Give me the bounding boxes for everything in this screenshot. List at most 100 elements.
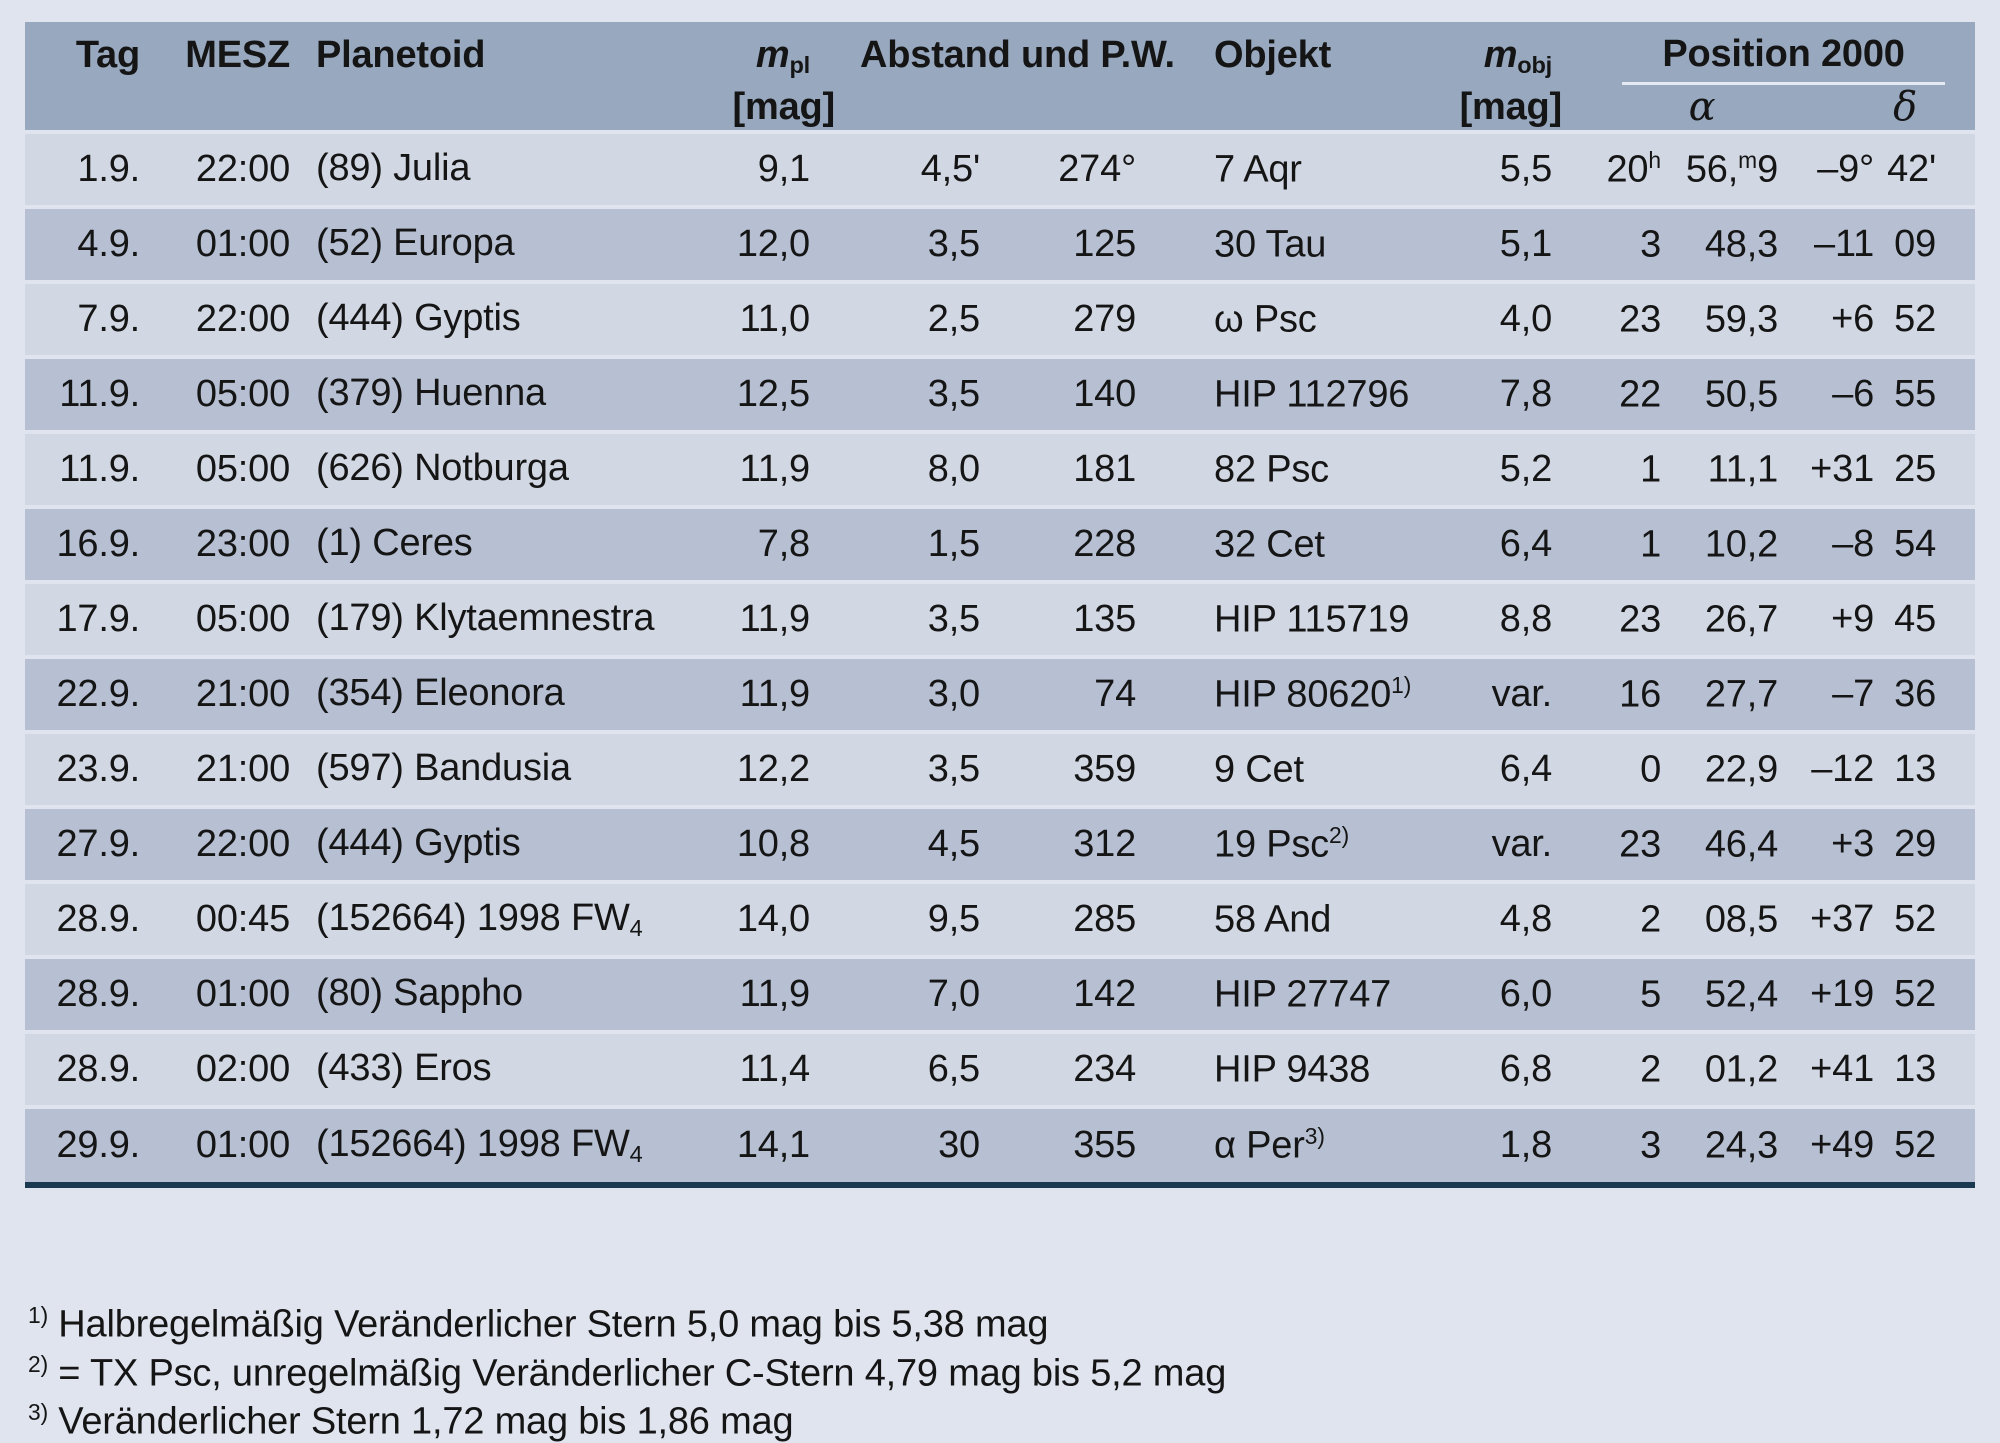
cell-mesz: 01:00 <box>140 205 290 282</box>
cell-mpl: 11,9 <box>715 955 810 1032</box>
cell-mpl: 11,4 <box>715 1030 810 1107</box>
cell-tag: 17.9. <box>25 580 140 657</box>
cell-mpl: 11,9 <box>715 655 810 732</box>
cell-planetoid: (152664) 1998 FW4 <box>290 880 715 957</box>
cell-pw: 140 <box>980 355 1136 432</box>
cell-tag: 27.9. <box>25 805 140 882</box>
cell-objekt: 30 Tau <box>1136 205 1456 282</box>
cell-dec: –11 09 <box>1778 205 1976 282</box>
cell-abstand: 3,5 <box>810 730 980 807</box>
cell-ra: 3 24,3 <box>1552 1105 1778 1182</box>
cell-mobj: 5,1 <box>1455 205 1552 282</box>
cell-abstand: 2,5 <box>810 280 980 357</box>
cell-dec: +3 29 <box>1778 805 1976 882</box>
header-planetoid: Planetoid <box>290 22 715 132</box>
cell-mesz: 00:45 <box>140 880 290 957</box>
footnote: 2) = TX Psc, unregelmäßig Veränderlicher … <box>28 1350 1227 1395</box>
cell-ra: 23 46,4 <box>1552 805 1778 882</box>
cell-objekt: HIP 27747 <box>1136 955 1456 1032</box>
cell-planetoid: (1) Ceres <box>290 505 715 582</box>
header-position-2000: Position 2000 α δ <box>1552 22 1976 132</box>
mobj-unit: [mag] <box>1459 85 1563 128</box>
cell-planetoid: (597) Bandusia <box>290 730 715 807</box>
cell-tag: 16.9. <box>25 505 140 582</box>
cell-mobj: 6,8 <box>1455 1030 1552 1107</box>
cell-dec: +9 45 <box>1778 580 1976 657</box>
header-delta: δ <box>1893 84 1918 130</box>
cell-mobj: 6,4 <box>1455 505 1552 582</box>
cell-pw: 234 <box>980 1030 1136 1107</box>
cell-tag: 28.9. <box>25 955 140 1032</box>
cell-pw: 355 <box>980 1105 1136 1182</box>
cell-dec: –7 36 <box>1778 655 1976 732</box>
cell-pw: 135 <box>980 580 1136 657</box>
cell-mesz: 01:00 <box>140 955 290 1032</box>
cell-tag: 23.9. <box>25 730 140 807</box>
cell-ra: 2 01,2 <box>1552 1030 1778 1107</box>
cell-objekt: α Per3) <box>1136 1105 1456 1182</box>
cell-dec: +37 52 <box>1778 880 1976 957</box>
cell-planetoid: (179) Klytaemnestra <box>290 580 715 657</box>
cell-ra: 1 10,2 <box>1552 505 1778 582</box>
cell-mesz: 05:00 <box>140 355 290 432</box>
header-objekt: Objekt <box>1136 22 1456 132</box>
cell-pw: 142 <box>980 955 1136 1032</box>
cell-mobj: 8,8 <box>1455 580 1552 657</box>
cell-dec: –6 55 <box>1778 355 1976 432</box>
position-2000-title: Position 2000 <box>1622 34 1946 85</box>
cell-dec: +31 25 <box>1778 430 1976 507</box>
cell-mpl: 12,0 <box>715 205 810 282</box>
cell-objekt: HIP 806201) <box>1136 655 1456 732</box>
mpl-symbol: mpl <box>755 34 810 78</box>
cell-pw: 125 <box>980 205 1136 282</box>
cell-mobj: 7,8 <box>1455 355 1552 432</box>
cell-abstand: 3,5 <box>810 205 980 282</box>
header-alpha: α <box>1688 84 1716 130</box>
cell-dec: +6 52 <box>1778 280 1976 357</box>
cell-abstand: 3,5 <box>810 580 980 657</box>
cell-ra: 20h 56,m9 <box>1552 130 1778 207</box>
table-row: 23.9. 21:00 (597) Bandusia 12,2 3,5 359 … <box>25 730 1976 807</box>
cell-abstand: 3,5 <box>810 355 980 432</box>
cell-ra: 5 52,4 <box>1552 955 1778 1032</box>
cell-objekt: 9 Cet <box>1136 730 1456 807</box>
header-abstand-pw: Abstand und P.W. <box>810 22 1175 132</box>
cell-planetoid: (444) Gyptis <box>290 805 715 882</box>
cell-planetoid: (152664) 1998 FW4 <box>290 1105 715 1182</box>
cell-abstand: 1,5 <box>810 505 980 582</box>
cell-tag: 11.9. <box>25 355 140 432</box>
header-row: Tag MESZ Planetoid mpl [mag] Abstand und… <box>25 22 1976 132</box>
cell-pw: 228 <box>980 505 1136 582</box>
cell-mobj: 6,0 <box>1455 955 1552 1032</box>
cell-objekt: ω Psc <box>1136 280 1456 357</box>
appulse-table: Tag MESZ Planetoid mpl [mag] Abstand und… <box>25 22 1976 1188</box>
cell-ra: 3 48,3 <box>1552 205 1778 282</box>
cell-objekt: HIP 115719 <box>1136 580 1456 657</box>
cell-dec: +49 52 <box>1778 1105 1976 1182</box>
cell-objekt: HIP 112796 <box>1136 355 1456 432</box>
cell-mesz: 21:00 <box>140 655 290 732</box>
cell-mesz: 01:00 <box>140 1105 290 1182</box>
cell-dec: +19 52 <box>1778 955 1976 1032</box>
cell-abstand: 30 <box>810 1105 980 1182</box>
cell-tag: 22.9. <box>25 655 140 732</box>
cell-mesz: 05:00 <box>140 430 290 507</box>
cell-ra: 1 11,1 <box>1552 430 1778 507</box>
cell-planetoid: (52) Europa <box>290 205 715 282</box>
cell-tag: 1.9. <box>25 130 140 207</box>
cell-mpl: 10,8 <box>715 805 810 882</box>
cell-pw: 359 <box>980 730 1136 807</box>
cell-planetoid: (379) Huenna <box>290 355 715 432</box>
table-row: 28.9. 02:00 (433) Eros 11,4 6,5 234 HIP … <box>25 1030 1976 1107</box>
cell-mpl: 9,1 <box>715 130 810 207</box>
cell-ra: 16 27,7 <box>1552 655 1778 732</box>
cell-mpl: 11,9 <box>715 430 810 507</box>
table-row: 22.9. 21:00 (354) Eleonora 11,9 3,0 74 H… <box>25 655 1976 732</box>
cell-objekt: 32 Cet <box>1136 505 1456 582</box>
cell-mobj: 4,0 <box>1455 280 1552 357</box>
cell-pw: 74 <box>980 655 1136 732</box>
cell-mobj: 5,5 <box>1455 130 1552 207</box>
cell-mesz: 05:00 <box>140 580 290 657</box>
cell-pw: 279 <box>980 280 1136 357</box>
table-row: 1.9. 22:00 (89) Julia 9,1 4,5' 274° 7 Aq… <box>25 130 1976 207</box>
